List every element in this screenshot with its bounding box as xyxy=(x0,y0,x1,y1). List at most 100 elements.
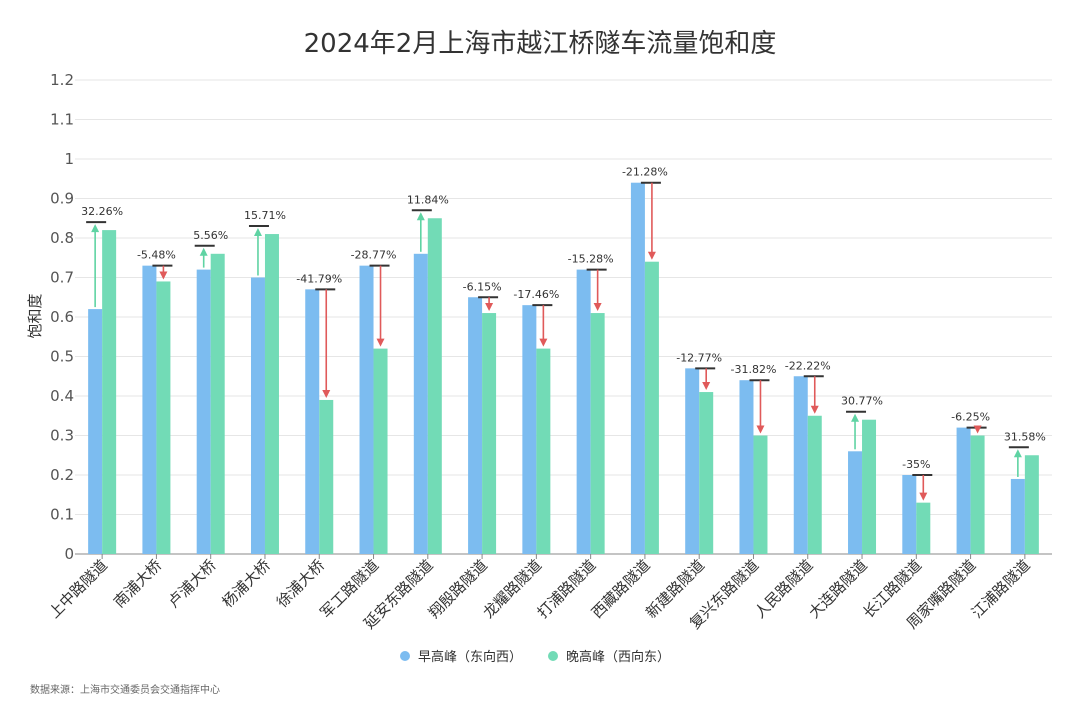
bar-evening-peak xyxy=(590,313,605,554)
y-tick-label: 0.3 xyxy=(50,427,74,445)
bar-morning-peak xyxy=(956,427,971,554)
y-tick-label: 1 xyxy=(64,150,74,168)
change-percent-label: 31.58% xyxy=(1004,430,1046,443)
bar-evening-peak xyxy=(916,502,931,554)
change-percent-label: -6.25% xyxy=(951,411,990,424)
bar-evening-peak xyxy=(427,218,442,554)
bar-evening-peak xyxy=(264,234,279,555)
arrow-head-down xyxy=(647,251,656,260)
arrow-head-up xyxy=(851,413,860,422)
bar-evening-peak xyxy=(482,313,497,554)
x-tick-label: 卢浦大桥 xyxy=(164,556,219,611)
y-axis-ticks: 0 0.1 0.2 0.3 0.4 0.5 0.6 0.7 0.8 0.9 1 1.1 1.2 xyxy=(50,71,74,563)
bar-morning-peak xyxy=(576,269,591,554)
x-axis-tick-labels: 上中路隧道 南浦大桥 卢浦大桥 杨浦大桥 徐浦大桥军工路隧道延安东路隧道翔殷路隧道龙耀路… xyxy=(45,556,1033,632)
y-tick-label: 0.2 xyxy=(50,466,74,484)
change-percent-label: -31.82% xyxy=(731,363,777,376)
bar-morning-peak xyxy=(739,380,754,554)
y-tick-label: 1.2 xyxy=(50,71,74,89)
bars xyxy=(88,182,1039,555)
change-arrows: 32.26% -5.48% 5.56% 15.71% -41.79% -28.77% 11.… xyxy=(81,166,1046,501)
y-tick-label: 0.8 xyxy=(50,229,74,247)
arrow-head-up xyxy=(416,212,425,221)
legend-marker[interactable] xyxy=(400,651,410,661)
legend-label[interactable]: 早高峰（东向西） xyxy=(418,649,522,665)
bar-morning-peak xyxy=(902,475,917,554)
change-percent-label: -22.22% xyxy=(785,359,831,372)
y-tick-label: 0.9 xyxy=(50,190,74,208)
bar-morning-peak xyxy=(305,289,320,554)
bar-morning-peak xyxy=(142,265,157,554)
change-percent-label: 15.71% xyxy=(244,209,286,222)
arrow-head-down xyxy=(322,389,331,398)
arrow-head-down xyxy=(810,405,819,414)
y-tick-label: 0.1 xyxy=(50,506,74,524)
bar-evening-peak xyxy=(210,253,225,555)
arrow-head-down xyxy=(159,271,168,280)
y-tick-label: 0.4 xyxy=(50,387,74,405)
x-tick-label: 南浦大桥 xyxy=(110,556,165,611)
bar-morning-peak xyxy=(413,253,428,555)
bar-evening-peak xyxy=(319,399,334,554)
legend[interactable]: 早高峰（东向西） 晚高峰（西向东） xyxy=(400,649,670,665)
bar-morning-peak xyxy=(88,309,103,554)
arrow-head-down xyxy=(539,338,548,347)
change-percent-label: -41.79% xyxy=(296,272,342,285)
arrow-head-up xyxy=(91,224,100,233)
bar-evening-peak xyxy=(644,261,659,554)
bar-evening-peak xyxy=(536,348,551,554)
change-percent-label: -21.28% xyxy=(622,166,668,179)
x-tick-label: 杨浦大桥 xyxy=(219,556,274,611)
bar-morning-peak xyxy=(685,368,700,554)
chart-title: 2024年2月上海市越江桥隧车流量饱和度 xyxy=(304,29,777,59)
bar-evening-peak xyxy=(699,392,714,554)
y-tick-label: 1.1 xyxy=(50,111,74,129)
arrow-head-down xyxy=(756,425,765,434)
change-percent-label: -15.28% xyxy=(568,253,614,266)
change-percent-label: 32.26% xyxy=(81,205,123,218)
legend-marker[interactable] xyxy=(548,651,558,661)
bar-evening-peak xyxy=(102,230,117,554)
bar-morning-peak xyxy=(196,269,211,554)
change-percent-label: -17.46% xyxy=(513,288,559,301)
bar-morning-peak xyxy=(250,277,265,554)
bar-morning-peak xyxy=(522,305,537,554)
change-percent-label: -35% xyxy=(902,458,930,471)
x-tick-label: 徐浦大桥 xyxy=(273,556,328,611)
y-tick-label: 0 xyxy=(64,545,74,563)
arrow-head-down xyxy=(919,492,928,501)
y-tick-label: 0.7 xyxy=(50,269,74,287)
bar-evening-peak xyxy=(373,348,388,554)
bar-evening-peak xyxy=(862,419,877,554)
bar-evening-peak xyxy=(156,281,171,554)
change-percent-label: -6.15% xyxy=(463,280,502,293)
legend-label[interactable]: 晚高峰（西向东） xyxy=(566,649,670,665)
bar-morning-peak xyxy=(848,451,863,554)
bar-evening-peak xyxy=(807,415,822,554)
bar-morning-peak xyxy=(1010,478,1025,554)
change-percent-label: -5.48% xyxy=(137,249,176,262)
y-tick-label: 0.5 xyxy=(50,348,74,366)
bar-morning-peak xyxy=(468,297,483,554)
x-tick-label: 江浦路隧道 xyxy=(968,556,1034,622)
bar-morning-peak xyxy=(359,265,374,554)
change-percent-label: 11.84% xyxy=(407,193,449,206)
y-axis-label: 饱和度 xyxy=(26,293,44,338)
arrow-head-down xyxy=(593,303,602,312)
arrow-head-down xyxy=(702,382,711,391)
change-percent-label: -12.77% xyxy=(676,351,722,364)
change-percent-label: 5.56% xyxy=(193,229,228,242)
arrow-head-down xyxy=(485,303,494,312)
arrow-head-up xyxy=(1013,449,1022,458)
bar-evening-peak xyxy=(753,435,768,554)
arrow-head-up xyxy=(253,228,262,237)
grid xyxy=(75,79,1052,559)
arrow-head-down xyxy=(376,338,385,347)
x-tick-label: 上中路隧道 xyxy=(45,556,111,622)
bar-evening-peak xyxy=(1024,455,1039,554)
bar-morning-peak xyxy=(630,182,645,554)
change-percent-label: 30.77% xyxy=(841,395,883,408)
arrow-head-up xyxy=(199,247,208,256)
y-tick-label: 0.6 xyxy=(50,308,74,326)
